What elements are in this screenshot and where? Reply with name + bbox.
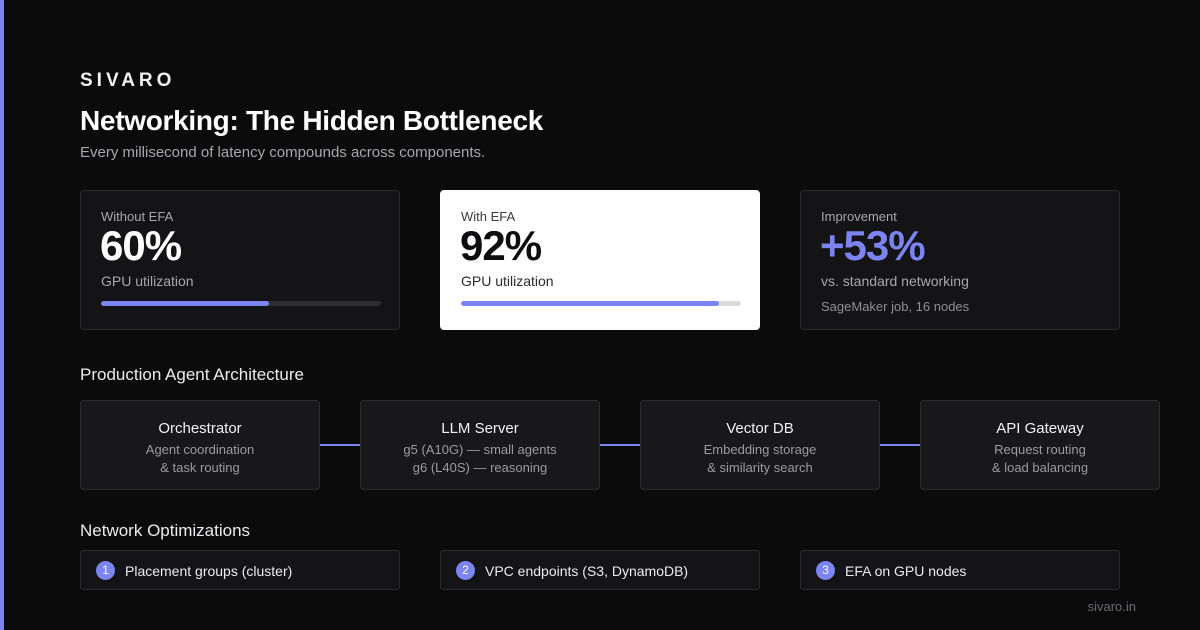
metric-value: 60%	[100, 222, 182, 269]
component-detail: & similarity search	[707, 460, 813, 475]
component-detail: & load balancing	[991, 460, 1089, 475]
component-detail: Request routing	[994, 442, 1086, 457]
optimization-item: 1 Placement groups (cluster)	[80, 550, 400, 590]
component-detail: & task routing	[160, 460, 240, 475]
step-number-badge: 2	[456, 561, 475, 580]
optimization-label: VPC endpoints (S3, DynamoDB)	[485, 563, 689, 579]
component-name: API Gateway	[996, 420, 1084, 437]
architecture-section-title: Production Agent Architecture	[80, 365, 304, 384]
utilization-progress-bar	[101, 301, 381, 306]
metric-card-improvement: Improvement +53% vs. standard networking…	[800, 190, 1120, 330]
footer-url: sivaro.in	[1087, 599, 1136, 614]
page-subtitle: Every millisecond of latency compounds a…	[80, 144, 486, 161]
utilization-progress-fill	[101, 301, 269, 306]
component-detail: g6 (L40S) — reasoning	[412, 460, 548, 475]
metric-caption: vs. standard networking	[821, 273, 969, 289]
optimization-item: 2 VPC endpoints (S3, DynamoDB)	[440, 550, 760, 590]
utilization-progress-bar	[461, 301, 741, 306]
optimization-label: EFA on GPU nodes	[845, 563, 967, 579]
optimizations-section-title: Network Optimizations	[80, 521, 251, 540]
step-number-badge: 3	[816, 561, 835, 580]
accent-bar	[0, 0, 4, 630]
component-orchestrator: Orchestrator Agent coordination & task r…	[80, 400, 320, 490]
component-name: Vector DB	[726, 420, 794, 437]
step-number-badge: 1	[96, 561, 115, 580]
metric-value: +53%	[820, 222, 926, 269]
page-title: Networking: The Hidden Bottleneck	[80, 105, 544, 136]
brand-logo: SIVARO	[80, 70, 176, 91]
component-name: LLM Server	[441, 420, 519, 437]
optimization-item: 3 EFA on GPU nodes	[800, 550, 1120, 590]
metric-value: 92%	[460, 222, 542, 269]
component-llm-server: LLM Server g5 (A10G) — small agents g6 (…	[360, 400, 600, 490]
utilization-progress-fill	[461, 301, 719, 306]
component-name: Orchestrator	[158, 420, 242, 437]
component-api-gateway: API Gateway Request routing & load balan…	[920, 400, 1160, 490]
metric-caption: GPU utilization	[101, 273, 194, 289]
component-detail: Agent coordination	[145, 442, 255, 457]
metric-card-without-efa: Without EFA 60% GPU utilization	[80, 190, 400, 330]
optimization-label: Placement groups (cluster)	[125, 563, 293, 579]
component-vector-db: Vector DB Embedding storage & similarity…	[640, 400, 880, 490]
metric-note: SageMaker job, 16 nodes	[821, 299, 970, 314]
metric-card-with-efa: With EFA 92% GPU utilization	[440, 190, 760, 330]
metric-caption: GPU utilization	[461, 273, 554, 289]
component-detail: g5 (A10G) — small agents	[403, 442, 557, 457]
component-detail: Embedding storage	[703, 442, 817, 457]
metric-label: Improvement	[821, 209, 897, 224]
metric-label: Without EFA	[101, 209, 174, 224]
metric-label: With EFA	[461, 209, 516, 224]
